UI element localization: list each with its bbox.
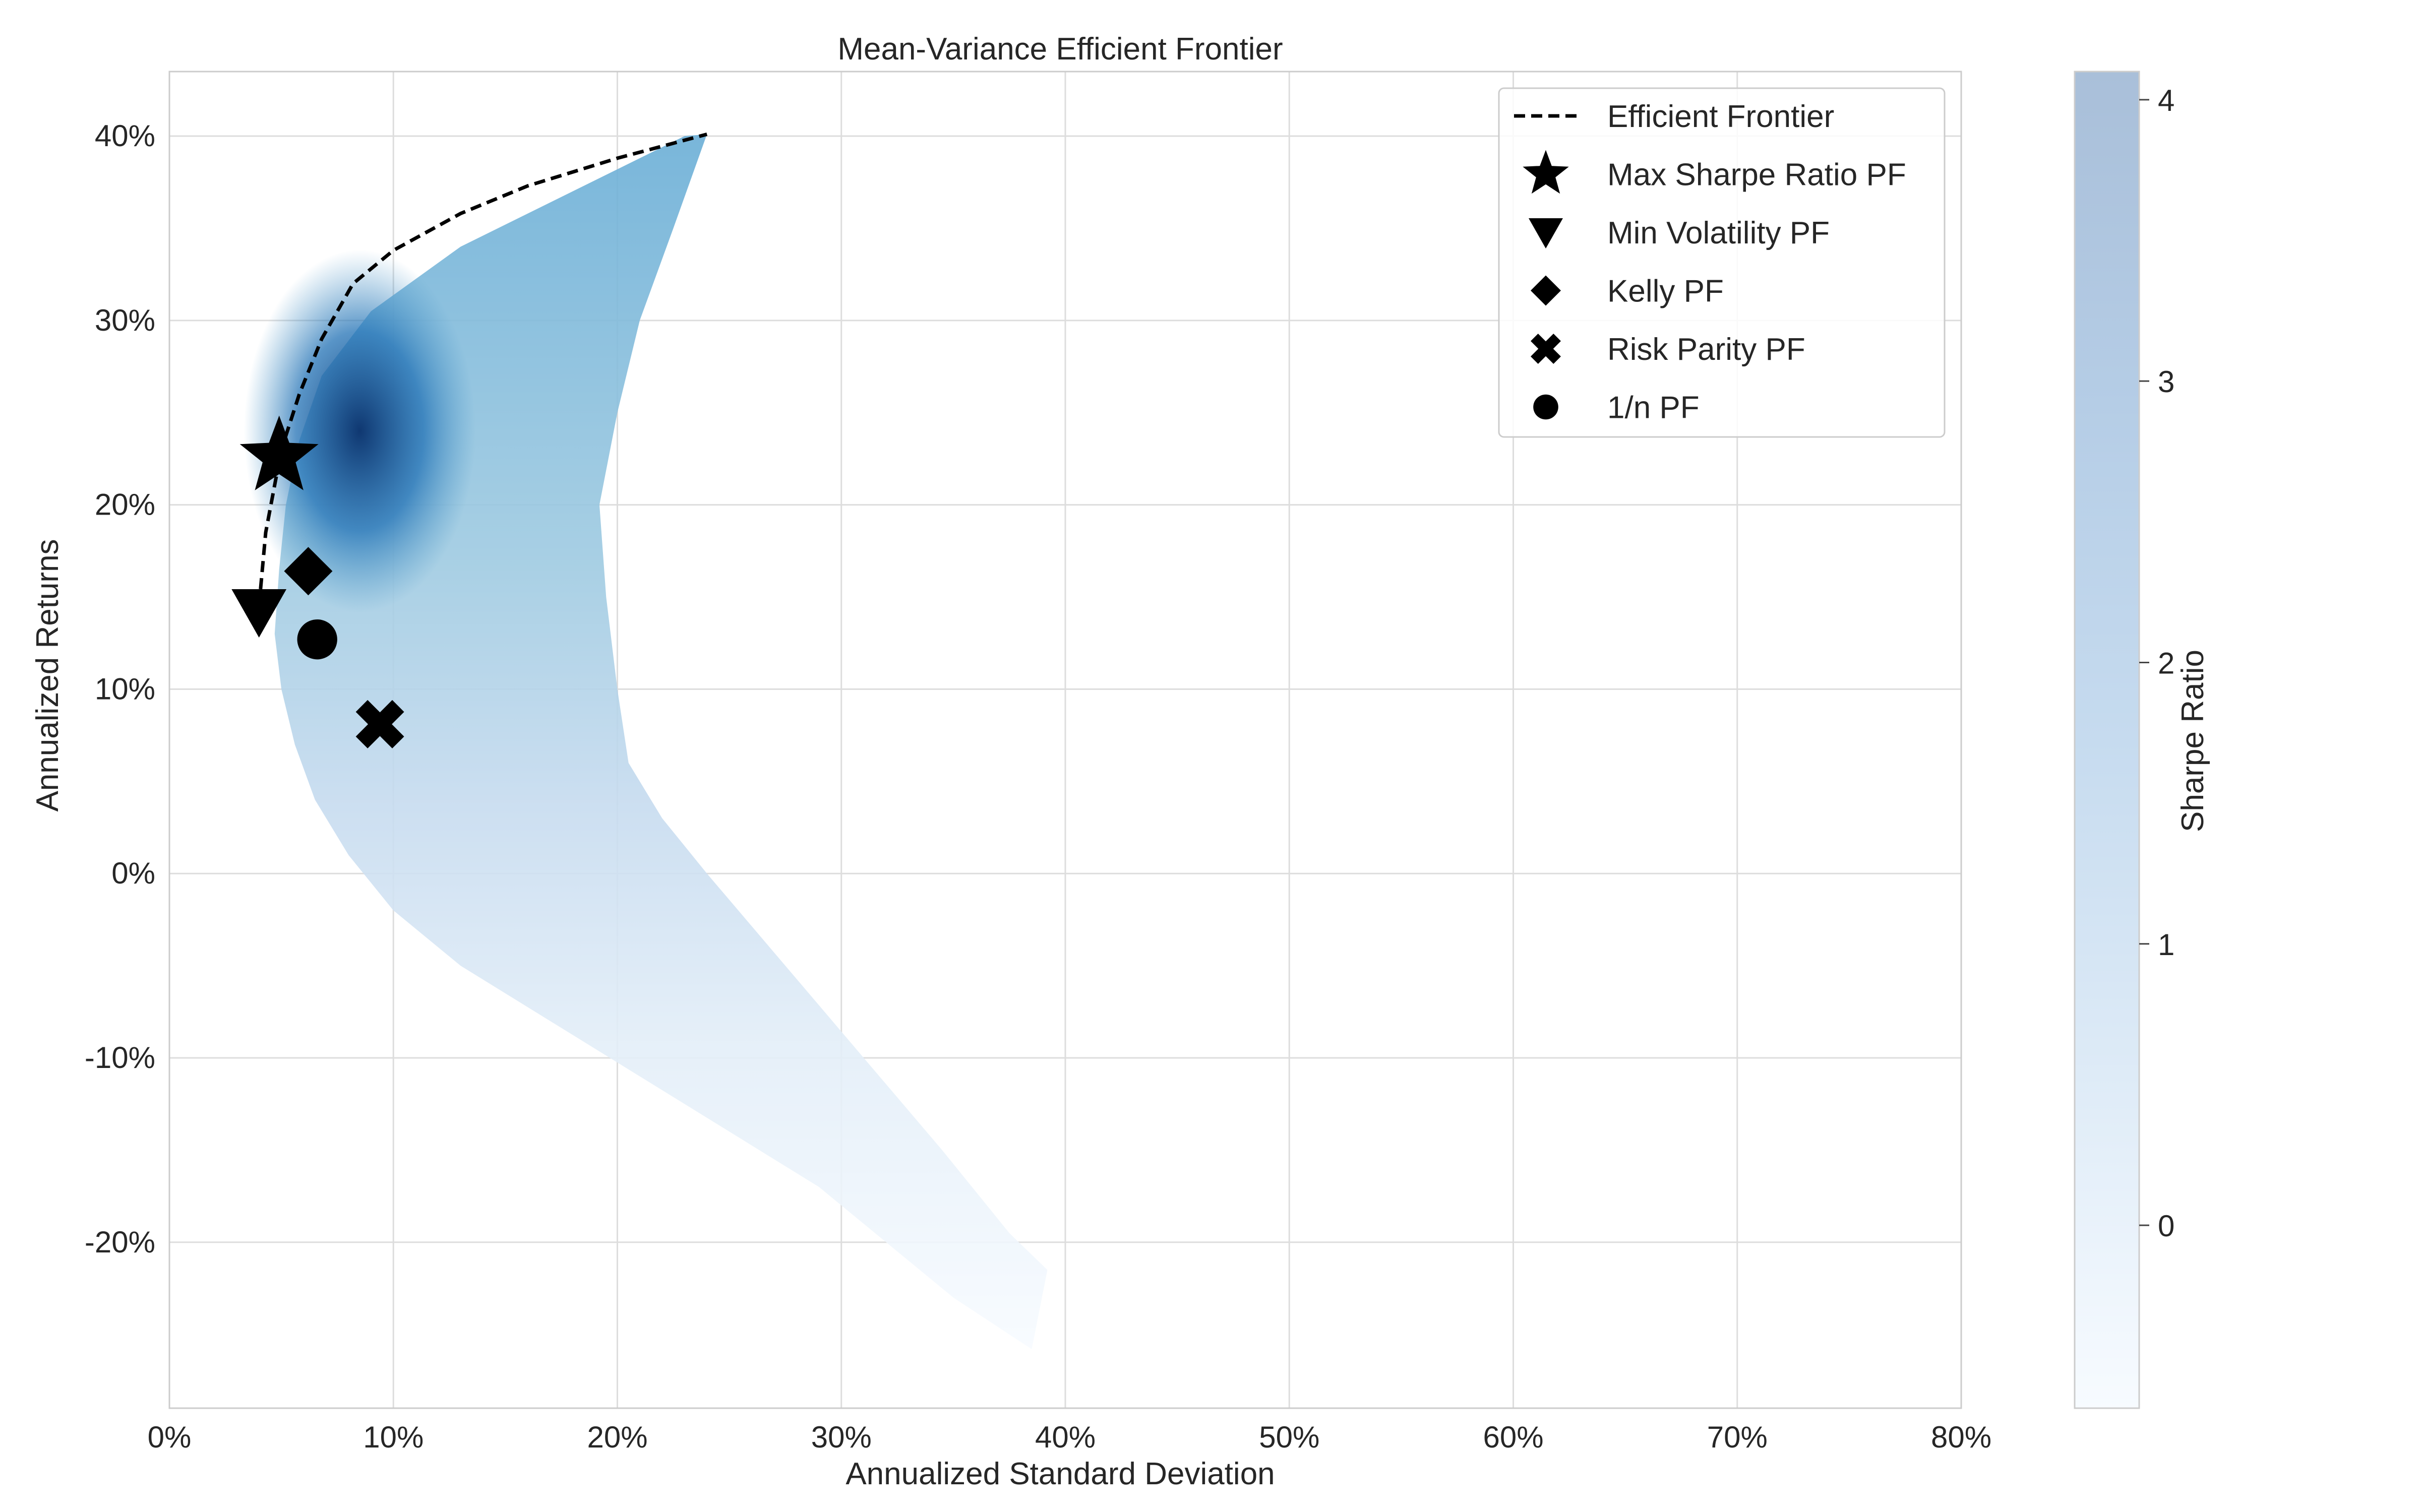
colorbar-gradient — [2074, 71, 2140, 1409]
efficient-frontier-line — [257, 132, 708, 607]
legend-label: Max Sharpe Ratio PF — [1607, 158, 1906, 193]
x-tick-label: 20% — [587, 1420, 647, 1454]
min-volatility-marker — [231, 589, 287, 638]
x-tick-label: 10% — [363, 1420, 424, 1454]
colorbar-tick-label: 3 — [2158, 365, 2174, 399]
legend-label: Kelly PF — [1607, 274, 1724, 309]
x-tick-label: 0% — [148, 1420, 192, 1454]
colorbar-ticks: 0 1 2 3 4 — [2139, 84, 2174, 1243]
portfolio-cloud — [244, 134, 1048, 1349]
colorbar-tick-label: 2 — [2158, 646, 2174, 680]
x-tick-label: 80% — [1931, 1420, 1991, 1454]
legend-swatch-diamond — [1531, 275, 1561, 306]
legend: Efficient Frontier Max Sharpe Ratio PF Min… — [1498, 87, 1946, 438]
y-tick-label: -20% — [85, 1225, 155, 1259]
legend-box — [1498, 87, 1946, 438]
portfolio-cloud-core — [244, 249, 476, 613]
colorbar-tick-label: 0 — [2158, 1209, 2174, 1243]
x-axis-label: Annualized Standard Deviation — [845, 1457, 1275, 1491]
colorbar: 0 1 2 3 4 Sharpe Ratio — [2074, 71, 2210, 1409]
legend-swatch-triangle-down — [1529, 218, 1563, 248]
y-axis-label: Annualized Returns — [30, 539, 65, 811]
legend-label: Risk Parity PF — [1607, 332, 1805, 367]
efficient-frontier — [257, 132, 708, 607]
x-tick-label: 70% — [1707, 1420, 1768, 1454]
x-tick-label: 50% — [1259, 1420, 1319, 1454]
equal-weight-marker — [297, 619, 337, 660]
legend-swatch-circle — [1533, 394, 1558, 420]
max-sharpe-marker — [239, 415, 319, 490]
risk-parity-marker — [355, 700, 404, 748]
y-tick-label: 10% — [95, 672, 155, 706]
legend-label: Efficient Frontier — [1607, 99, 1834, 134]
y-tick-label: 30% — [95, 303, 155, 337]
colorbar-label: Sharpe Ratio — [2175, 650, 2210, 832]
y-tick-label: 0% — [111, 856, 155, 890]
colorbar-tick-label: 4 — [2158, 84, 2174, 117]
legend-swatch-star — [1523, 150, 1569, 194]
legend-swatch-x-filled — [1531, 334, 1561, 364]
y-tick-label: 20% — [95, 488, 155, 522]
chart-title: Mean-Variance Efficient Frontier — [837, 32, 1283, 67]
plot-frame — [168, 71, 1962, 1409]
y-tick-label: 40% — [95, 119, 155, 153]
colorbar-tick-label: 1 — [2158, 928, 2174, 962]
portfolio-markers — [231, 415, 404, 748]
x-tick-label: 30% — [811, 1420, 872, 1454]
x-tick-label: 40% — [1035, 1420, 1096, 1454]
y-axis-ticks: -20% -10% 0% 10% 20% 30% 40% — [85, 119, 155, 1259]
x-axis-ticks: 0% 10% 20% 30% 40% 50% 60% 70% 80% — [148, 1420, 1991, 1454]
x-tick-label: 60% — [1483, 1420, 1543, 1454]
kelly-marker — [284, 547, 333, 596]
legend-label: Min Volatility PF — [1607, 216, 1830, 250]
y-tick-label: -10% — [85, 1041, 155, 1075]
legend-label: 1/n PF — [1607, 391, 1700, 425]
